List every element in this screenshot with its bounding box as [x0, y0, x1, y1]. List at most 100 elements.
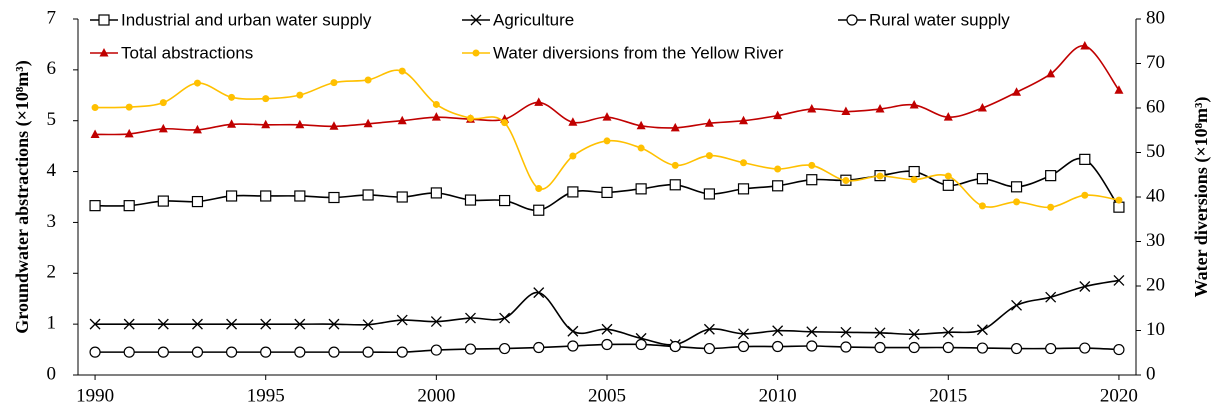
x-tick-label: 1995 [247, 385, 285, 406]
y-tick-label: 5 [47, 109, 57, 130]
marker [227, 119, 237, 128]
marker [942, 326, 954, 338]
marker [669, 340, 681, 353]
marker [330, 79, 338, 87]
marker [943, 112, 953, 121]
marker [260, 190, 272, 202]
marker [99, 48, 109, 57]
marker [840, 341, 852, 353]
y-tick-label: 6 [47, 58, 57, 79]
x-tick-label: 2015 [929, 385, 967, 406]
marker [363, 118, 373, 128]
marker [806, 326, 818, 338]
x-tick-label: 2005 [588, 385, 626, 406]
marker [191, 195, 204, 208]
marker [703, 188, 715, 200]
marker [876, 172, 884, 180]
marker [1081, 191, 1089, 199]
marker [328, 346, 340, 358]
marker [1113, 343, 1125, 356]
marker [91, 104, 99, 112]
marker [192, 124, 202, 134]
marker [328, 191, 340, 204]
marker [808, 161, 816, 169]
marker [1045, 170, 1057, 182]
marker [362, 319, 374, 331]
marker [499, 194, 511, 207]
marker [1045, 342, 1057, 355]
marker [431, 112, 441, 121]
marker [874, 327, 886, 339]
marker [910, 176, 918, 184]
marker [464, 194, 477, 206]
marker [157, 195, 169, 207]
marker [772, 180, 784, 192]
marker [1079, 342, 1091, 354]
y2-tick-label: 20 [1146, 274, 1165, 295]
marker [1115, 196, 1123, 204]
marker [123, 346, 135, 358]
marker [362, 189, 374, 201]
marker [466, 114, 474, 122]
marker [567, 186, 579, 198]
marker [1045, 291, 1057, 303]
marker [1114, 85, 1124, 94]
marker [470, 14, 482, 26]
x-tick-label: 2020 [1100, 385, 1138, 406]
marker [464, 343, 477, 355]
legend-label: Rural water supply [869, 10, 1010, 29]
marker [159, 99, 167, 107]
x-tick-label: 1990 [76, 385, 114, 406]
marker [772, 325, 784, 337]
marker [534, 97, 544, 106]
marker [841, 106, 851, 116]
marker [396, 314, 408, 326]
marker [637, 144, 645, 152]
marker [432, 100, 440, 108]
y2-tick-label: 40 [1146, 185, 1165, 206]
marker [328, 318, 340, 330]
marker [396, 346, 408, 358]
marker [635, 338, 647, 351]
marker [908, 341, 920, 354]
marker [260, 346, 272, 358]
series-line [95, 279, 1120, 346]
marker [1011, 299, 1023, 311]
y2-tick-label: 50 [1146, 141, 1165, 162]
y2-tick-label: 60 [1146, 96, 1165, 117]
x-tick-label: 2010 [759, 385, 797, 406]
marker [533, 204, 545, 216]
marker [840, 326, 852, 338]
legend-label: Water diversions from the Yellow River [493, 43, 784, 62]
marker [1046, 68, 1056, 78]
marker [465, 312, 476, 324]
y-tick-label: 0 [47, 363, 57, 384]
marker [1012, 87, 1022, 96]
marker [567, 325, 579, 337]
marker [1113, 274, 1125, 286]
marker [703, 342, 715, 355]
marker [976, 173, 989, 185]
y2-tick-label: 30 [1146, 230, 1165, 251]
marker [774, 165, 782, 173]
marker [942, 179, 954, 191]
marker [846, 14, 858, 26]
marker [602, 112, 612, 121]
marker [1010, 181, 1023, 193]
marker [738, 328, 749, 340]
marker [636, 120, 646, 130]
marker [601, 323, 613, 335]
marker [703, 323, 715, 335]
marker [364, 76, 372, 84]
marker [329, 121, 339, 130]
marker [89, 346, 101, 358]
marker [90, 129, 100, 138]
marker [739, 115, 749, 125]
marker [294, 190, 306, 202]
marker [262, 95, 270, 103]
legend-label: Agriculture [493, 10, 574, 29]
marker [228, 93, 236, 101]
y-tick-label: 7 [47, 7, 57, 28]
marker [191, 318, 203, 330]
